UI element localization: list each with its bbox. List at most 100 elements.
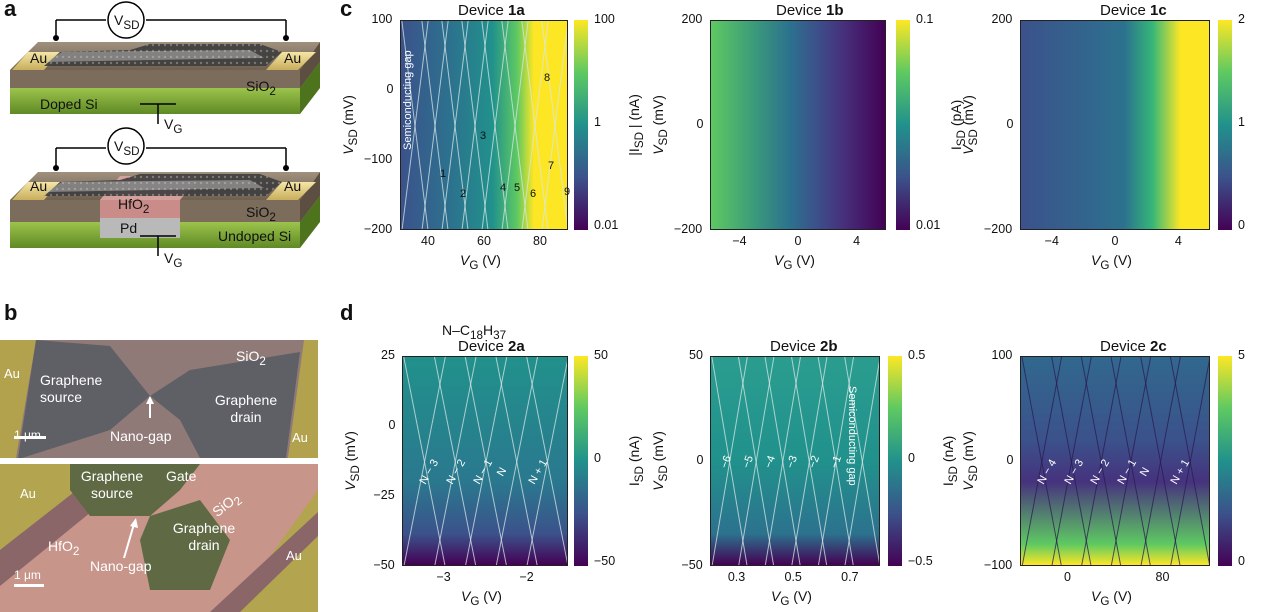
bottom-substrate-label: Undoped Si <box>218 228 292 244</box>
diamond-edge <box>1110 357 1132 463</box>
y-tick: 0 <box>1006 453 1014 467</box>
diamond-edge <box>711 461 731 565</box>
diamond-edge <box>534 125 549 229</box>
colorbar-tick: 1 <box>1238 115 1245 129</box>
heatmap-image-1a <box>400 20 568 230</box>
pd-label: Pd <box>120 220 138 236</box>
y-tick: 25 <box>381 348 395 362</box>
colorbar-2b <box>888 356 902 566</box>
y-tick: 0 <box>696 117 704 131</box>
diamond-edge <box>764 357 784 463</box>
heatmap-image-2c <box>1020 356 1210 566</box>
x-tick: 60 <box>477 234 491 248</box>
b-bot-hfo2: HfO2 <box>48 538 80 558</box>
diamond-edge <box>516 357 538 463</box>
diamond-edge <box>554 25 567 127</box>
diamond-edge <box>454 21 469 127</box>
diamond-edge <box>861 360 879 463</box>
diamond-edge <box>1100 461 1122 565</box>
y-tick: 0 <box>696 453 704 467</box>
diamond-edge <box>516 461 538 565</box>
diamond-edge <box>755 461 775 565</box>
diamond-edge <box>1041 357 1063 463</box>
diamond-edge <box>1189 359 1209 463</box>
diamond-edge <box>495 461 518 565</box>
diamond-edge <box>711 357 731 463</box>
x-tick: 0.7 <box>841 570 859 584</box>
chart-title-2a: Device 2a <box>458 338 525 355</box>
b-bot-au-right: Au <box>286 548 302 563</box>
sem-images <box>0 340 318 612</box>
diamond-edge <box>441 21 456 127</box>
diamond-edge <box>514 21 529 127</box>
x-tick: 80 <box>533 234 547 248</box>
colorbar-tick: 0.01 <box>594 218 619 232</box>
colorbar-2a <box>574 356 588 566</box>
b-top-nanogap: Nano-gap <box>110 428 172 444</box>
diamond-edge <box>808 357 828 463</box>
annotation-label: 9 <box>564 186 571 198</box>
diamond-edge <box>738 461 757 565</box>
top-substrate-label: Doped Si <box>40 96 98 112</box>
b-bot-drain: Graphene drain <box>172 520 236 553</box>
diamond-edge <box>461 125 476 229</box>
diamond-edge <box>1160 461 1181 565</box>
x-tick: 0.3 <box>727 570 746 584</box>
chart-title-1c: Device 1c <box>1100 2 1167 19</box>
x-axis-label-2c: VG (V) <box>1091 588 1132 608</box>
annotation-label: 4 <box>500 182 507 194</box>
diamond-edge <box>844 461 863 565</box>
diamond-edge <box>1051 357 1072 463</box>
panel-label-a: a <box>4 0 17 21</box>
y-tick: 0 <box>388 418 396 432</box>
diamond-edge <box>1169 357 1191 463</box>
coulomb-diamond-lines <box>401 21 567 229</box>
b-top-source: Graphene source <box>40 372 103 405</box>
x-tick: −3 <box>436 570 451 584</box>
coulomb-diamond-lines <box>1021 357 1209 565</box>
y-tick: 100 <box>371 12 393 26</box>
diamond-edge <box>421 125 436 229</box>
diamond-edge <box>501 125 516 229</box>
panel-label-b: b <box>4 300 18 325</box>
y-axis-label-1b: VSD (mV) <box>650 95 670 155</box>
bottom-vg-label: VG <box>164 250 183 270</box>
y-tick: −200 <box>674 222 703 236</box>
b-bot-au-left: Au <box>20 486 36 501</box>
top-sio2-label: SiO2 <box>246 78 276 98</box>
colorbar-tick: 0.01 <box>916 218 941 232</box>
x-tick: 80 <box>1155 570 1170 584</box>
annotation-label: Semiconducting gap <box>846 386 858 486</box>
colorbar-tick: −0.5 <box>908 554 933 568</box>
heatmap-image-2a <box>402 356 568 566</box>
colorbar-tick: 0.1 <box>916 12 934 26</box>
b-bot-source: Graphene source <box>80 468 144 501</box>
diamond-edge <box>1130 357 1152 463</box>
heatmap-image-1b <box>710 20 886 230</box>
diamond-edge <box>424 357 446 463</box>
diamond-edge <box>441 125 456 229</box>
chart-title-1b: Device 1b <box>776 2 844 19</box>
annotation-label: 5 <box>514 182 521 194</box>
y-tick: 50 <box>689 348 703 362</box>
b-top-au-left: Au <box>4 366 20 381</box>
diamond-edge <box>1070 357 1092 463</box>
diamond-edge <box>835 461 854 565</box>
x-tick: 0 <box>1064 570 1071 584</box>
diamond-edge <box>494 21 509 127</box>
colorbar-tick: 100 <box>594 12 615 26</box>
diamond-edge <box>424 461 446 565</box>
diamond-edge <box>844 357 863 463</box>
annotation-label: 1 <box>440 168 447 180</box>
colorbar-label-2b: ISD (nA) <box>940 435 960 487</box>
arrow-icons <box>123 396 154 559</box>
y-axis-label-1c: VSD (mV) <box>960 95 980 155</box>
y-axis-label-2c: VSD (mV) <box>960 431 980 491</box>
diamond-edge <box>782 357 801 463</box>
y-tick: 100 <box>991 348 1013 362</box>
diamond-edge <box>808 461 828 565</box>
diamond-edge <box>454 357 477 463</box>
bottom-au-right: Au <box>284 178 302 194</box>
colorbar-1b <box>896 20 910 230</box>
y-axis-label-1a: VSD (mV) <box>340 95 360 155</box>
